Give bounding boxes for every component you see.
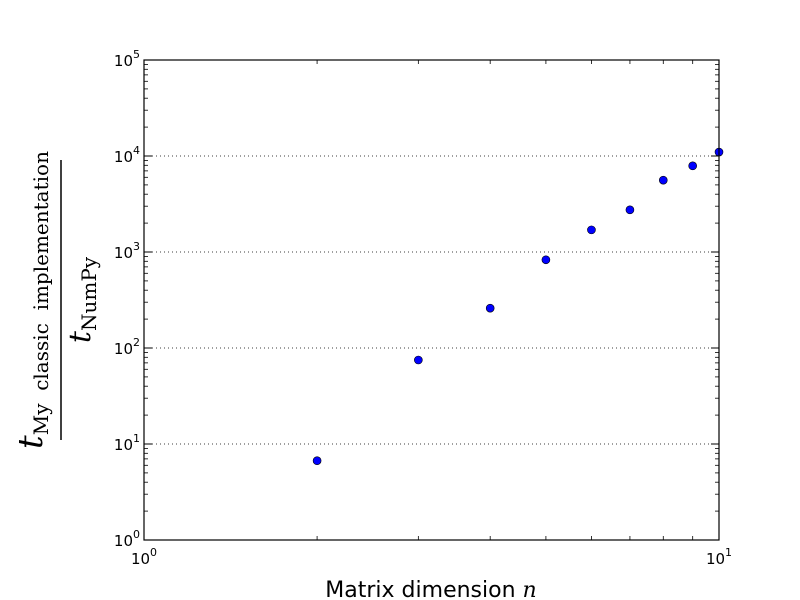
- y-tick-exponent: 3: [133, 240, 140, 253]
- data-point: [658, 175, 668, 185]
- y-label-denominator: tNumPy: [63, 256, 101, 343]
- data-points: [312, 147, 724, 465]
- y-label-numerator-var: t: [11, 435, 51, 449]
- x-axis-label-text: Matrix dimension: [325, 578, 522, 600]
- y-label-denominator-var: t: [63, 330, 98, 343]
- x-tick-exponent: 1: [725, 546, 732, 559]
- y-tick-exponent: 0: [133, 528, 140, 541]
- y-tick-base: 10: [114, 52, 133, 70]
- y-tick-label: 105: [114, 48, 140, 70]
- y-tick-exponent: 1: [133, 432, 140, 445]
- plot-frame: [143, 59, 720, 541]
- plot-area: [144, 60, 719, 540]
- y-tick-label: 100: [114, 528, 140, 550]
- y-tick-base: 10: [114, 340, 133, 358]
- y-tick-label: 102: [114, 336, 140, 358]
- x-tick-label: 101: [706, 546, 732, 568]
- y-tick-exponent: 5: [133, 48, 140, 61]
- x-tick-labels: 100 101: [131, 546, 732, 568]
- y-tick-base: 10: [114, 244, 133, 262]
- x-tick-label: 100: [131, 546, 157, 568]
- data-point: [414, 355, 423, 365]
- x-tick-exponent: 0: [150, 546, 157, 559]
- data-point: [625, 205, 635, 215]
- x-axis-label: Matrix dimension n: [325, 578, 536, 600]
- y-axis-label: tMy classic implementation tNumPy: [11, 151, 101, 449]
- data-point: [541, 255, 551, 265]
- y-label-denominator-sub: NumPy: [77, 256, 101, 331]
- data-point: [587, 225, 596, 235]
- data-point: [485, 303, 495, 313]
- y-tick-exponent: 2: [133, 336, 140, 349]
- x-tick-base: 10: [706, 550, 725, 568]
- y-tick-label: 101: [114, 432, 140, 454]
- y-tick-base: 10: [114, 148, 133, 166]
- y-label-numerator: tMy classic implementation: [11, 151, 53, 449]
- y-tick-base: 10: [114, 532, 133, 550]
- y-tick-base: 10: [114, 436, 133, 454]
- x-tick-base: 10: [131, 550, 150, 568]
- data-point: [312, 456, 322, 465]
- y-tick-label: 104: [114, 144, 140, 166]
- x-axis-label-var: n: [523, 578, 537, 600]
- data-point: [688, 161, 697, 171]
- y-tick-exponent: 4: [133, 144, 140, 157]
- y-label-numerator-sub: My classic implementation: [29, 151, 53, 435]
- y-tick-label: 103: [114, 240, 140, 262]
